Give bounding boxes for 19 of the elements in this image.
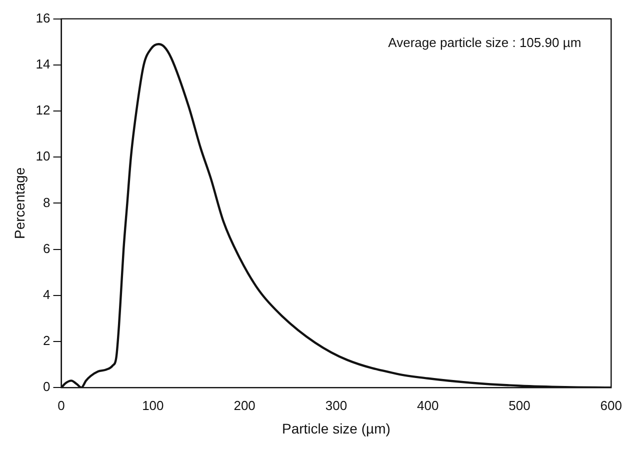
annotation: Average particle size : 105.90 µm (388, 34, 582, 50)
y-axis-title: Percentage (11, 167, 28, 240)
y-tick-label: 14 (36, 56, 50, 72)
y-tick-label: 6 (43, 240, 50, 256)
x-tick-label: 0 (58, 398, 65, 413)
x-tick-label: 200 (234, 398, 256, 413)
y-tick-label: 12 (36, 102, 50, 118)
x-tick-label: 600 (600, 398, 622, 413)
x-tick-label: 100 (142, 398, 164, 413)
y-tick-label: 2 (43, 333, 50, 348)
y-tick-label: 16 (36, 10, 50, 26)
x-axis-title: Particle size (µm) (282, 420, 390, 436)
y-tick-label: 10 (36, 148, 50, 164)
y-tick-label: 4 (43, 286, 50, 302)
x-tick-label: 300 (325, 398, 348, 413)
x-tick-label: 400 (417, 398, 439, 413)
y-tick-label: 8 (43, 194, 50, 210)
x-tick-label: 500 (508, 398, 530, 413)
y-tick-label: 0 (43, 379, 50, 394)
